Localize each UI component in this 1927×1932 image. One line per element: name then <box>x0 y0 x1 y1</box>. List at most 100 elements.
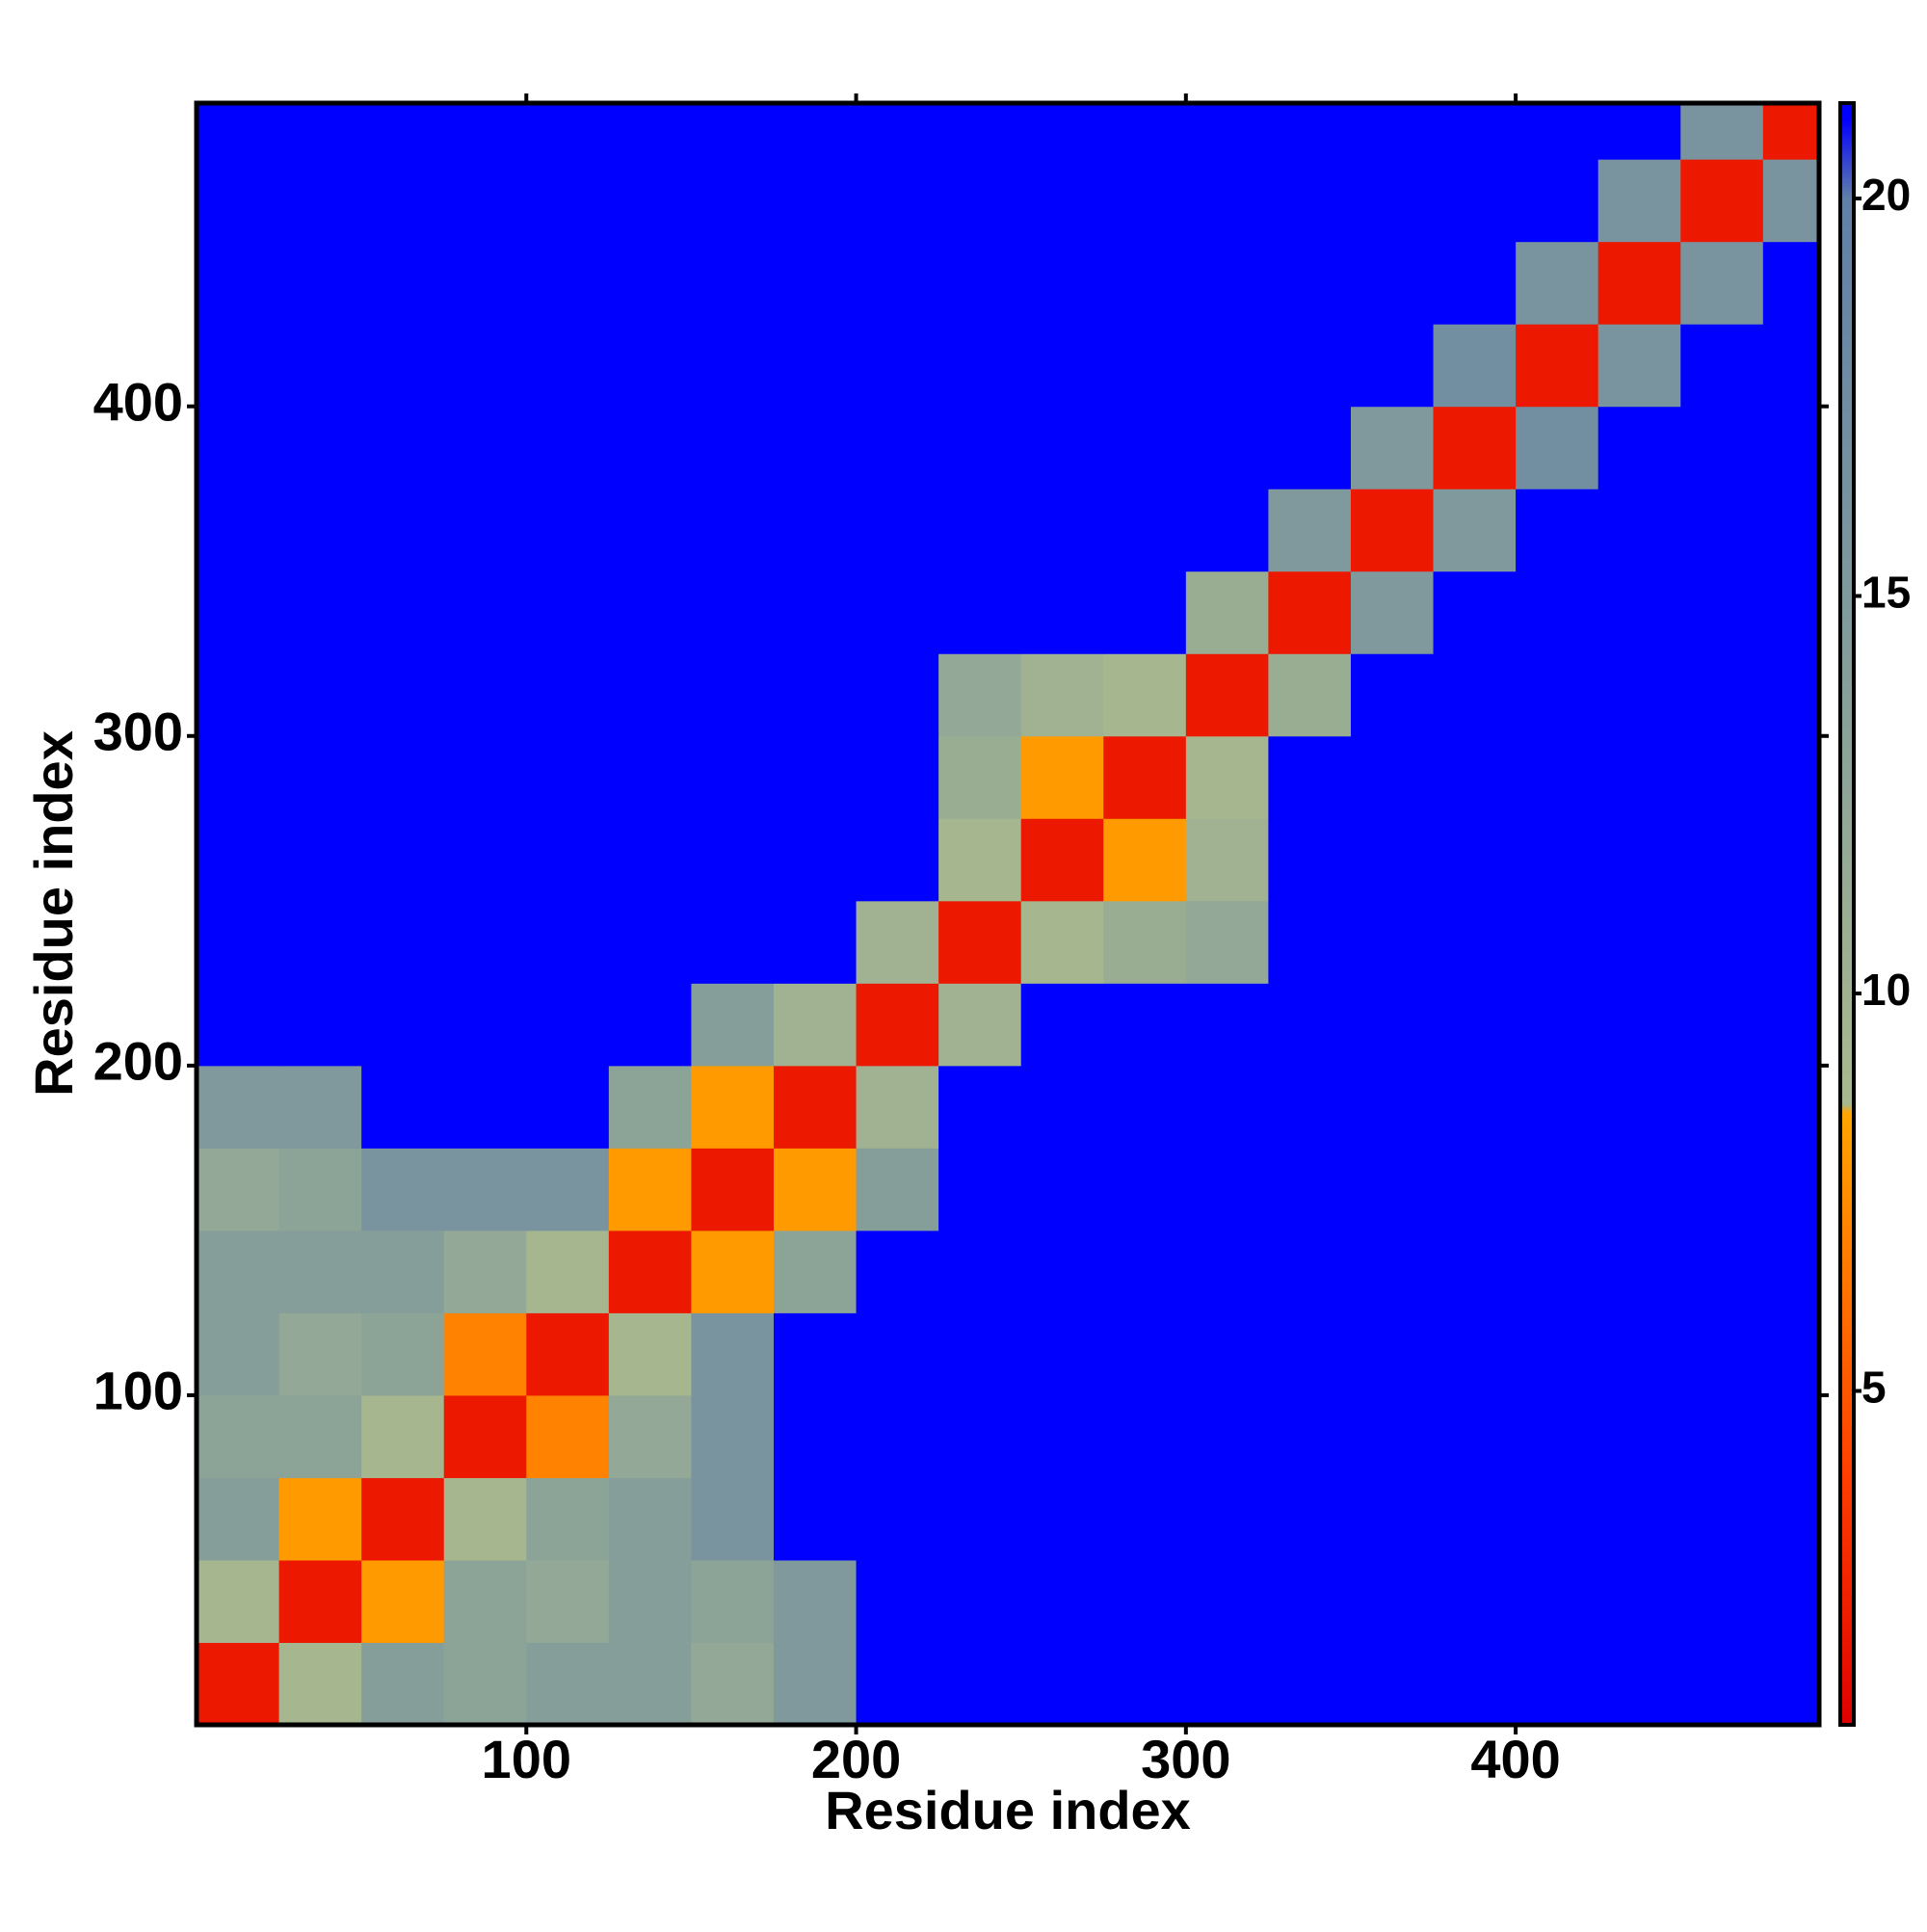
heatmap-cell <box>1185 103 1269 160</box>
heatmap-cell <box>1268 103 1352 160</box>
heatmap-cell <box>1597 653 1681 737</box>
heatmap-cell <box>1433 1065 1517 1149</box>
heatmap-cell <box>1350 1065 1435 1149</box>
heatmap-cell <box>1597 103 1681 160</box>
heatmap-cell <box>608 241 692 325</box>
heatmap-cell <box>691 570 775 654</box>
heatmap-cell <box>197 983 280 1067</box>
heatmap-cell <box>1268 324 1352 408</box>
heatmap-cell <box>1103 1477 1187 1561</box>
heatmap-cell <box>1680 818 1764 902</box>
heatmap-cell <box>1597 1230 1681 1313</box>
heatmap-cell <box>691 735 775 819</box>
heatmap-cell <box>278 406 362 490</box>
heatmap-cell <box>608 653 692 737</box>
heatmap-cell <box>1103 1065 1187 1149</box>
heatmap-cell <box>443 1065 527 1149</box>
heatmap-cell <box>361 159 445 243</box>
heatmap-cell <box>526 735 610 819</box>
heatmap-cell <box>1350 1642 1435 1726</box>
heatmap-cell <box>608 818 692 902</box>
heatmap-cell <box>278 1148 362 1231</box>
heatmap-cell <box>361 406 445 490</box>
heatmap-cell <box>361 1230 445 1313</box>
heatmap-cell <box>443 653 527 737</box>
heatmap-cell <box>361 653 445 737</box>
heatmap-cell <box>691 1230 775 1313</box>
heatmap-cell <box>691 159 775 243</box>
heatmap-cell <box>856 103 939 160</box>
y-tick-label: 400 <box>93 372 183 433</box>
heatmap-cell <box>1597 1642 1681 1726</box>
heatmap-cell <box>526 1148 610 1231</box>
heatmap-cell <box>1350 1230 1435 1313</box>
heatmap-cell <box>773 1312 858 1396</box>
colorbar <box>1838 101 1856 1727</box>
heatmap-cell <box>938 653 1022 737</box>
heatmap-cell <box>691 241 775 325</box>
heatmap-cell <box>1597 1394 1681 1478</box>
heatmap-cell <box>608 983 692 1067</box>
heatmap-cell <box>1103 653 1187 737</box>
heatmap-cell <box>608 570 692 654</box>
heatmap-cell <box>1103 900 1187 984</box>
heatmap-cell <box>1020 324 1104 408</box>
heatmap-cell <box>1185 406 1269 490</box>
heatmap-cell <box>361 1559 445 1643</box>
heatmap-cell <box>443 570 527 654</box>
heatmap-cell <box>1020 1148 1104 1231</box>
heatmap-cell <box>278 818 362 902</box>
heatmap-cell <box>197 818 280 902</box>
heatmap-cell <box>361 1394 445 1478</box>
heatmap-cell <box>526 159 610 243</box>
heatmap-cell <box>1516 1559 1599 1643</box>
heatmap-cell <box>938 735 1022 819</box>
heatmap-cell <box>1516 983 1599 1067</box>
heatmap-cell <box>1680 1394 1764 1478</box>
heatmap-cell <box>1680 1230 1764 1313</box>
heatmap-cell <box>361 735 445 819</box>
heatmap-cell <box>1185 1642 1269 1726</box>
heatmap-cell <box>856 735 939 819</box>
heatmap-cell <box>1597 818 1681 902</box>
x-axis-label: Residue index <box>825 1780 1191 1840</box>
heatmap-cell <box>1680 1065 1764 1149</box>
heatmap-cell <box>278 900 362 984</box>
heatmap-cell <box>1762 159 1820 243</box>
heatmap-cell <box>1350 1559 1435 1643</box>
heatmap-cell <box>1433 1312 1517 1396</box>
heatmap-cell <box>773 1477 858 1561</box>
heatmap-cell <box>856 159 939 243</box>
heatmap-cell <box>856 1065 939 1149</box>
heatmap-cell <box>938 324 1022 408</box>
heatmap-cell <box>856 1312 939 1396</box>
colorbar-tick-label: 10 <box>1861 965 1911 1015</box>
heatmap-cell <box>1597 241 1681 325</box>
heatmap-cell <box>1762 735 1820 819</box>
heatmap-cell <box>856 241 939 325</box>
heatmap-cell <box>1185 1230 1269 1313</box>
heatmap-cell <box>1185 983 1269 1067</box>
heatmap-cell <box>773 241 858 325</box>
heatmap-cell <box>1516 489 1599 572</box>
heatmap-cell <box>1762 1394 1820 1478</box>
heatmap-cell <box>197 900 280 984</box>
heatmap-cell <box>1597 1065 1681 1149</box>
heatmap-cell <box>1350 735 1435 819</box>
heatmap-cell <box>278 489 362 572</box>
heatmap-cell <box>1103 241 1187 325</box>
heatmap-cell <box>608 324 692 408</box>
heatmap-cell <box>1185 1559 1269 1643</box>
heatmap-cell <box>197 241 280 325</box>
heatmap-cell <box>1020 1394 1104 1478</box>
heatmap-cell <box>1020 489 1104 572</box>
heatmap-cell <box>1680 103 1764 160</box>
x-tick-label: 100 <box>482 1729 571 1789</box>
heatmap-cell <box>1516 1065 1599 1149</box>
heatmap-cell <box>1185 324 1269 408</box>
heatmap-cell <box>1762 1312 1820 1396</box>
heatmap-cell <box>938 1394 1022 1478</box>
heatmap-cell <box>1020 1642 1104 1726</box>
heatmap-cell <box>1350 983 1435 1067</box>
heatmap-cell <box>1103 735 1187 819</box>
